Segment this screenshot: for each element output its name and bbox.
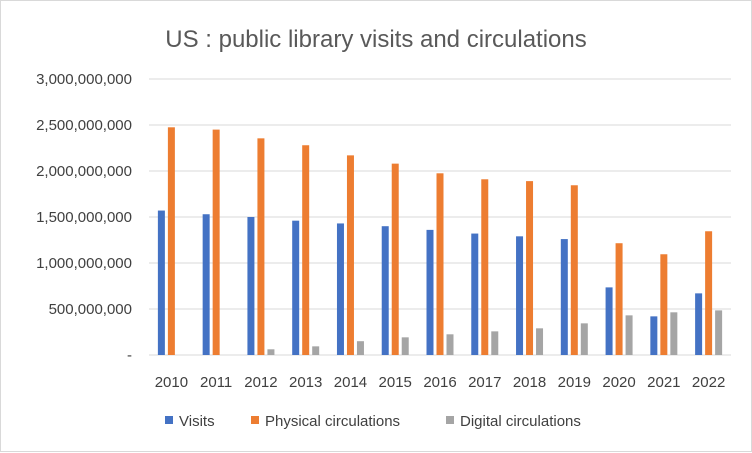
x-tick-label: 2019 bbox=[558, 374, 591, 391]
bar-visits-2022 bbox=[695, 293, 703, 355]
bar-visits-2013 bbox=[292, 220, 300, 355]
bar-physical-circulations-2014 bbox=[346, 155, 354, 355]
x-tick-label: 2016 bbox=[423, 374, 456, 391]
bar-digital-circulations-2022 bbox=[715, 310, 723, 355]
legend-swatch bbox=[165, 416, 173, 424]
bar-digital-circulations-2016 bbox=[446, 334, 454, 355]
x-tick-label: 2011 bbox=[200, 374, 232, 391]
bar-visits-2019 bbox=[560, 239, 568, 355]
bar-physical-circulations-2018 bbox=[526, 181, 534, 355]
x-tick-label: 2022 bbox=[692, 374, 725, 391]
bar-digital-circulations-2015 bbox=[401, 337, 409, 355]
y-tick-label: 2,000,000,000 bbox=[36, 163, 132, 180]
bar-physical-circulations-2021 bbox=[660, 254, 668, 355]
bar-visits-2014 bbox=[336, 223, 344, 355]
y-tick-label: 500,000,000 bbox=[49, 301, 132, 318]
bar-visits-2016 bbox=[426, 229, 434, 355]
chart-title: US : public library visits and circulati… bbox=[165, 26, 587, 53]
bar-visits-2010 bbox=[157, 210, 165, 355]
bar-visits-2015 bbox=[381, 226, 389, 355]
x-tick-label: 2020 bbox=[602, 374, 635, 391]
y-tick-label: - bbox=[127, 347, 132, 364]
x-tick-label: 2017 bbox=[468, 374, 501, 391]
x-tick-label: 2021 bbox=[647, 374, 680, 391]
legend-item: Physical circulations bbox=[251, 413, 400, 430]
bar-digital-circulations-2017 bbox=[491, 331, 499, 355]
bar-visits-2012 bbox=[247, 217, 255, 355]
bar-physical-circulations-2017 bbox=[481, 179, 489, 355]
legend-label: Physical circulations bbox=[265, 413, 400, 430]
y-tick-label: 2,500,000,000 bbox=[36, 117, 132, 134]
bar-physical-circulations-2016 bbox=[436, 173, 444, 355]
x-tick-label: 2018 bbox=[513, 374, 546, 391]
legend-swatch bbox=[251, 416, 259, 424]
bar-visits-2011 bbox=[202, 214, 210, 355]
bar-physical-circulations-2011 bbox=[212, 129, 220, 355]
bar-digital-circulations-2019 bbox=[580, 323, 588, 355]
x-tick-label: 2010 bbox=[155, 374, 188, 391]
bar-visits-2020 bbox=[605, 287, 613, 355]
bar-physical-circulations-2020 bbox=[615, 243, 623, 355]
legend-label: Visits bbox=[179, 413, 215, 430]
y-tick-label: 1,500,000,000 bbox=[36, 209, 132, 226]
bar-physical-circulations-2022 bbox=[705, 231, 713, 355]
y-tick-label: 3,000,000,000 bbox=[36, 71, 132, 88]
x-tick-label: 2012 bbox=[244, 374, 277, 391]
bar-digital-circulations-2018 bbox=[536, 328, 544, 355]
y-tick-label: 1,000,000,000 bbox=[36, 255, 132, 272]
bar-physical-circulations-2015 bbox=[391, 163, 399, 355]
bar-physical-circulations-2013 bbox=[302, 145, 310, 355]
bar-physical-circulations-2010 bbox=[167, 127, 175, 355]
legend-swatch bbox=[446, 416, 454, 424]
x-tick-label: 2015 bbox=[379, 374, 412, 391]
bar-physical-circulations-2019 bbox=[570, 185, 578, 355]
bar-digital-circulations-2014 bbox=[356, 341, 364, 355]
x-tick-label: 2013 bbox=[289, 374, 322, 391]
bar-digital-circulations-2021 bbox=[670, 312, 678, 355]
bar-digital-circulations-2012 bbox=[267, 349, 275, 355]
bar-physical-circulations-2012 bbox=[257, 138, 265, 355]
legend-item: Visits bbox=[165, 413, 215, 430]
bar-digital-circulations-2020 bbox=[625, 315, 633, 355]
bar-visits-2018 bbox=[516, 236, 524, 355]
bar-visits-2021 bbox=[650, 316, 658, 355]
legend-label: Digital circulations bbox=[460, 413, 581, 430]
legend-item: Digital circulations bbox=[446, 413, 581, 430]
bar-digital-circulations-2013 bbox=[312, 346, 320, 355]
x-tick-label: 2014 bbox=[334, 374, 367, 391]
bar-visits-2017 bbox=[471, 233, 479, 355]
